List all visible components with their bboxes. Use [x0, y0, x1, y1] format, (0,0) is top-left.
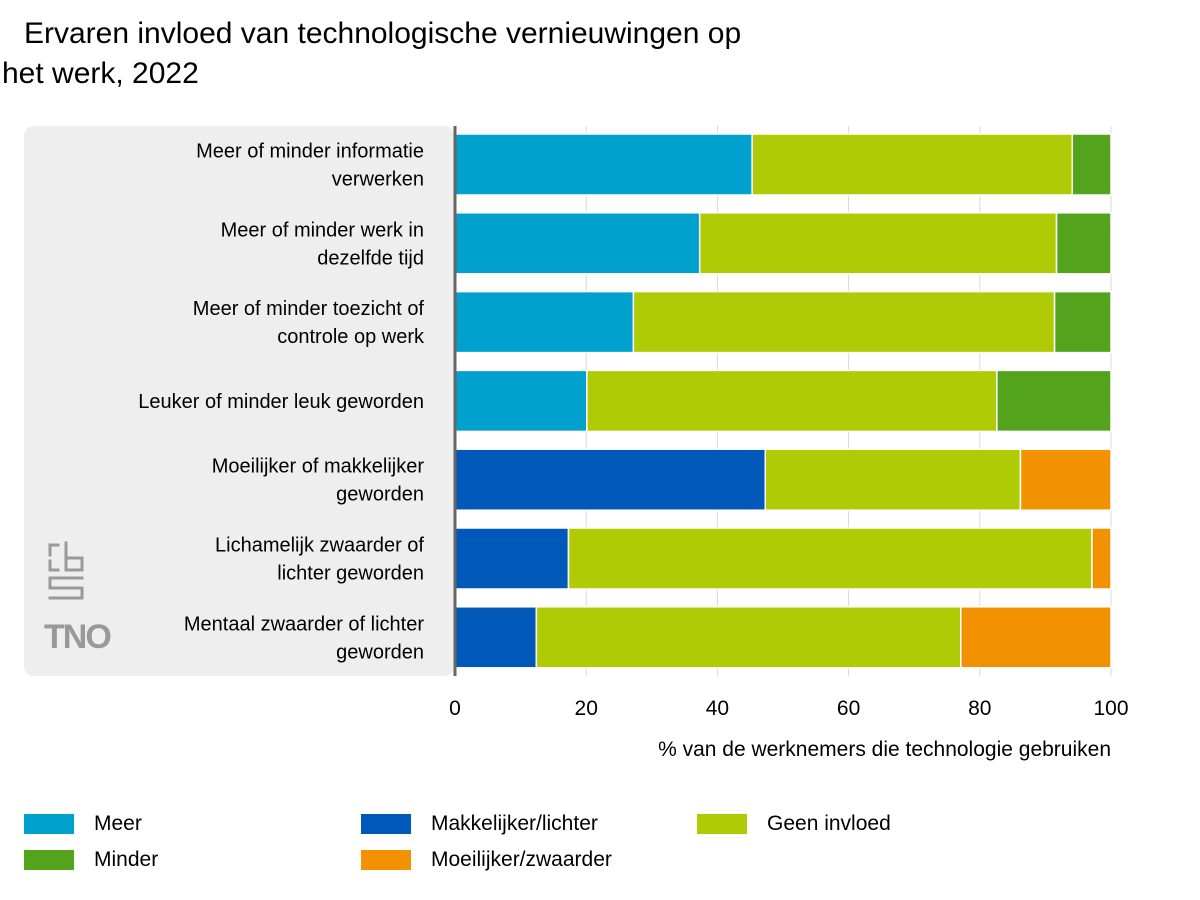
- cbs-logo: [48, 541, 84, 600]
- legend-item-moeilijker-zwaarder: Moeilijker/zwaarder: [361, 848, 612, 872]
- legend-label-moeilijker-zwaarder: Moeilijker/zwaarder: [431, 848, 612, 871]
- x-tick-label: 80: [968, 697, 991, 720]
- legend-swatch-meer: [24, 814, 74, 834]
- bar-segment-makkelijker-lichter: [454, 606, 538, 669]
- bar-segment-meer: [454, 369, 588, 433]
- x-tick-label: 60: [837, 697, 860, 720]
- legend-swatch-geen-invloed: [697, 814, 747, 834]
- stacked-bar-chart: Meer of minder informatie verwerken Meer o…: [24, 126, 1129, 761]
- legend-swatch-makkelijker-lichter: [361, 814, 411, 834]
- bar-segment-geen-invloed: [764, 448, 1022, 511]
- bar-segment-meer: [454, 212, 701, 275]
- chart-title: Ervaren invloed van technologische verni…: [0, 14, 900, 94]
- x-axis-title: % van de werknemers die technologie gebr…: [658, 738, 1111, 761]
- category-label: Mentaal zwaarder of lichter: [184, 613, 424, 635]
- chart-title-line-1: Ervaren invloed van technologische verni…: [24, 17, 742, 50]
- x-tick-label: 40: [706, 697, 729, 720]
- bar-segment-moeilijker-zwaarder: [1091, 527, 1112, 590]
- bar-segment-minder: [1071, 133, 1112, 196]
- category-label: Meer of minder informatie: [196, 141, 424, 163]
- bar-segment-geen-invloed: [698, 212, 1058, 275]
- x-tick-labels: 0 20 40 60 80 100: [449, 697, 1128, 720]
- legend-label-geen-invloed: Geen invloed: [767, 812, 891, 835]
- bar-segment-moeilijker-zwaarder: [1019, 448, 1112, 511]
- category-label: Meer of minder werk in: [221, 219, 424, 241]
- bar-segment-geen-invloed: [632, 290, 1056, 354]
- bar-segment-meer: [454, 133, 753, 196]
- bar-segment-meer: [454, 290, 635, 354]
- chart-title-line-2: het werk, 2022: [2, 57, 199, 90]
- bar-segment-geen-invloed: [567, 527, 1093, 590]
- bar-segment-minder: [1055, 212, 1112, 275]
- bar-segment-minder: [996, 369, 1112, 433]
- bar-segment-makkelijker-lichter: [454, 527, 570, 590]
- bar-segment-geen-invloed: [586, 369, 998, 433]
- bar-segment-minder: [1053, 290, 1112, 354]
- bar-segment-moeilijker-zwaarder: [960, 606, 1112, 669]
- legend-label-meer: Meer: [94, 812, 142, 835]
- legend: Meer Minder Makkelijker/lichter Moeilijk…: [0, 800, 1200, 880]
- category-label: Leuker of minder leuk geworden: [138, 391, 424, 413]
- legend-label-minder: Minder: [94, 848, 159, 871]
- category-label: geworden: [336, 484, 424, 506]
- x-tick-label: 100: [1093, 697, 1128, 720]
- legend-item-minder: Minder: [24, 848, 158, 872]
- x-tick-label: 20: [575, 697, 598, 720]
- category-label: dezelfde tijd: [317, 247, 424, 269]
- tno-logo: TNO: [44, 618, 111, 656]
- label-panel-background: [24, 126, 454, 676]
- category-label: Meer of minder toezicht of: [193, 298, 425, 320]
- legend-swatch-minder: [24, 850, 74, 870]
- category-labels: Meer of minder informatie verwerken Meer o…: [138, 141, 425, 664]
- legend-item-meer: Meer: [24, 812, 142, 836]
- category-label: geworden: [336, 641, 424, 663]
- legend-item-geen-invloed: Geen invloed: [697, 812, 891, 836]
- category-label: Moeilijker of makkelijker: [212, 456, 425, 478]
- category-label: verwerken: [332, 169, 424, 191]
- bar-group: [454, 133, 1112, 669]
- bar-segment-makkelijker-lichter: [454, 448, 767, 511]
- category-label: lichter geworden: [277, 563, 424, 585]
- legend-item-makkelijker-lichter: Makkelijker/lichter: [361, 812, 598, 836]
- legend-swatch-moeilijker-zwaarder: [361, 850, 411, 870]
- legend-label-makkelijker-lichter: Makkelijker/lichter: [431, 812, 598, 835]
- x-tick-label: 0: [449, 697, 461, 720]
- category-label: Lichamelijk zwaarder of: [215, 535, 424, 557]
- category-label: controle op werk: [277, 326, 425, 348]
- bar-segment-geen-invloed: [535, 606, 962, 669]
- bar-segment-geen-invloed: [751, 133, 1074, 196]
